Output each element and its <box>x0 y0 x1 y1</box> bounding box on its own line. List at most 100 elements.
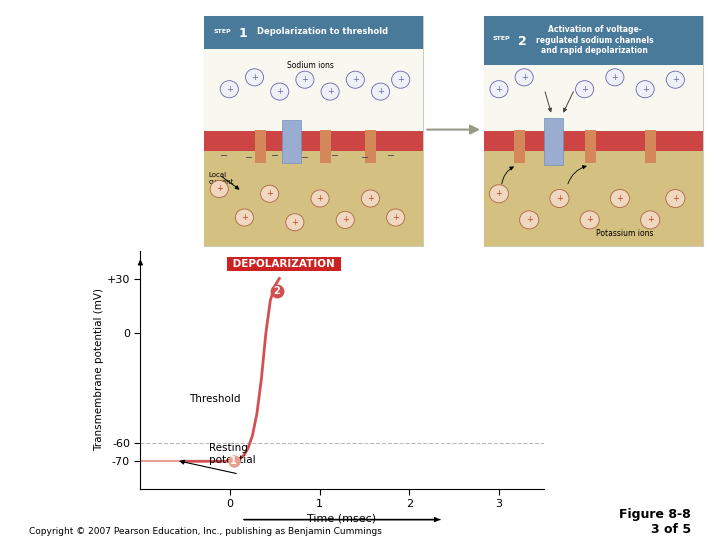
Circle shape <box>550 190 569 207</box>
Text: −: − <box>361 153 369 163</box>
Bar <box>366 130 377 163</box>
Text: +: + <box>367 194 374 203</box>
Point <box>228 457 239 465</box>
Text: +: + <box>616 194 624 203</box>
Text: +: + <box>327 87 333 96</box>
Text: −: − <box>220 151 228 161</box>
Text: +: + <box>526 215 533 225</box>
Bar <box>255 130 266 163</box>
Circle shape <box>220 80 238 98</box>
Bar <box>204 16 423 49</box>
Circle shape <box>611 190 629 207</box>
Text: +: + <box>352 75 359 84</box>
Bar <box>484 146 703 246</box>
Bar <box>282 120 302 163</box>
Circle shape <box>666 190 685 207</box>
Text: +: + <box>495 189 503 198</box>
Bar <box>645 130 656 163</box>
FancyBboxPatch shape <box>204 16 423 246</box>
Bar <box>484 16 703 65</box>
Text: +: + <box>302 75 308 84</box>
Text: +: + <box>292 218 298 227</box>
Text: +: + <box>521 73 528 82</box>
Circle shape <box>606 69 624 86</box>
Bar <box>484 131 703 151</box>
Circle shape <box>346 71 364 88</box>
Circle shape <box>575 80 594 98</box>
Text: DEPOLARIZATION: DEPOLARIZATION <box>229 259 338 269</box>
Text: −: − <box>271 151 279 161</box>
Bar <box>204 49 423 146</box>
Bar <box>514 130 525 163</box>
Circle shape <box>636 80 654 98</box>
Text: Time (msec): Time (msec) <box>307 514 377 524</box>
Text: +: + <box>216 185 222 193</box>
Circle shape <box>361 190 379 207</box>
Text: +: + <box>672 75 679 84</box>
Circle shape <box>372 83 390 100</box>
Text: 1: 1 <box>230 456 237 466</box>
Text: Figure 8-8
3 of 5: Figure 8-8 3 of 5 <box>619 508 691 536</box>
Text: −: − <box>301 153 309 163</box>
Text: +: + <box>342 215 348 225</box>
Circle shape <box>490 80 508 98</box>
Text: Threshold: Threshold <box>189 394 240 404</box>
Circle shape <box>235 209 253 226</box>
Text: +: + <box>392 213 399 222</box>
Bar <box>204 131 423 151</box>
Y-axis label: Transmembrane potential (mV): Transmembrane potential (mV) <box>94 288 104 451</box>
Text: +: + <box>397 75 404 84</box>
Circle shape <box>641 211 660 229</box>
Text: 1: 1 <box>238 27 247 40</box>
Bar <box>484 65 703 146</box>
Circle shape <box>515 69 534 86</box>
Text: +: + <box>266 189 273 198</box>
Text: Sodium ions: Sodium ions <box>287 61 333 70</box>
Text: Copyright © 2007 Pearson Education, Inc., publishing as Benjamin Cummings: Copyright © 2007 Pearson Education, Inc.… <box>29 526 382 536</box>
Circle shape <box>246 69 264 86</box>
Circle shape <box>490 185 508 203</box>
Text: +: + <box>495 85 503 94</box>
Text: +: + <box>377 87 384 96</box>
Text: +: + <box>556 194 563 203</box>
Text: +: + <box>241 213 248 222</box>
Point <box>271 287 282 295</box>
Text: −: − <box>331 151 339 161</box>
Bar <box>544 118 564 165</box>
Text: STEP: STEP <box>213 29 231 33</box>
Circle shape <box>392 71 410 88</box>
Circle shape <box>261 185 279 202</box>
Text: +: + <box>611 73 618 82</box>
Text: +: + <box>586 215 593 225</box>
Bar <box>320 130 331 163</box>
Text: −: − <box>387 151 395 161</box>
Text: Potassium ions: Potassium ions <box>596 228 654 238</box>
Circle shape <box>336 211 354 228</box>
Circle shape <box>666 71 685 88</box>
Circle shape <box>387 209 405 226</box>
Bar <box>585 130 595 163</box>
Circle shape <box>286 214 304 231</box>
Text: −: − <box>246 153 253 163</box>
Text: +: + <box>251 73 258 82</box>
Circle shape <box>520 211 539 229</box>
Text: Depolarization to threshold: Depolarization to threshold <box>257 27 388 36</box>
FancyBboxPatch shape <box>484 16 703 246</box>
Text: +: + <box>581 85 588 94</box>
Text: Resting
potential: Resting potential <box>209 443 256 465</box>
Text: +: + <box>226 85 233 94</box>
Text: +: + <box>317 194 323 203</box>
Circle shape <box>321 83 339 100</box>
Bar <box>204 146 423 246</box>
Text: 2: 2 <box>273 286 280 296</box>
Circle shape <box>210 180 228 198</box>
Text: +: + <box>276 87 283 96</box>
Text: Local
current: Local current <box>208 172 233 185</box>
Circle shape <box>296 71 314 88</box>
Text: Activation of voltage-
regulated sodium channels
and rapid depolarization: Activation of voltage- regulated sodium … <box>536 25 654 55</box>
Text: +: + <box>642 85 649 94</box>
Circle shape <box>271 83 289 100</box>
Text: +: + <box>647 215 654 225</box>
Circle shape <box>311 190 329 207</box>
Text: 2: 2 <box>518 35 527 48</box>
